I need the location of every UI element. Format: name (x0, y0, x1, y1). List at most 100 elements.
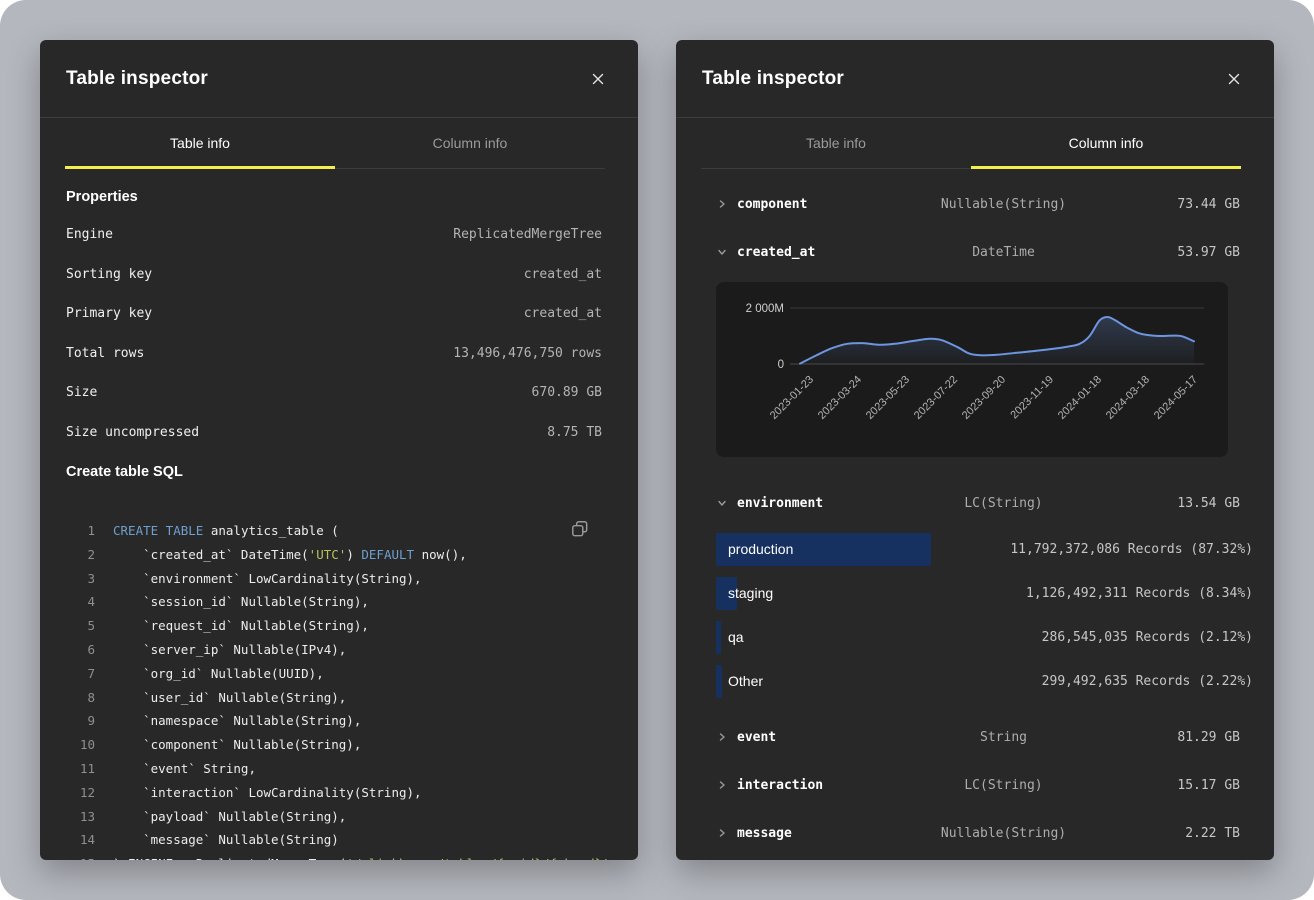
value-bar (716, 620, 722, 654)
modal-title: Table inspector (66, 67, 209, 89)
tab-table-info[interactable]: Table info (65, 118, 335, 169)
line-number: 14 (79, 832, 95, 848)
property-row: Total rows 13,496,476,750 rows (66, 334, 602, 374)
close-icon (1228, 73, 1240, 84)
sql-text: CREATE TABLE analytics_table ( (113, 523, 339, 538)
property-value: 670.89 GB (531, 385, 602, 401)
svg-text:2024-05-17: 2024-05-17 (1152, 374, 1200, 422)
line-number: 3 (87, 570, 95, 586)
sql-text: `session_id` Nullable(String), (113, 594, 369, 610)
create-table-sql-heading: Create table SQL (66, 464, 183, 480)
sql-line: 7 `org_id` Nullable(UUID), (66, 662, 608, 686)
copy-sql-button[interactable] (568, 517, 592, 541)
property-label: Engine (66, 227, 113, 243)
column-name: created_at (737, 244, 816, 260)
column-row-message[interactable]: message Nullable(String) 2.22 TB (676, 809, 1274, 857)
value-records: 299,492,635 Records (2.22%) (1041, 673, 1253, 689)
line-number: 1 (87, 523, 95, 538)
chevron-right-icon (717, 780, 737, 790)
value-distribution-row: qa 286,545,035 Records (2.12%) (716, 615, 1253, 659)
close-button[interactable] (1223, 68, 1245, 90)
column-list: component Nullable(String) 73.44 GB created… (676, 180, 1274, 857)
sql-lines: 1 CREATE TABLE analytics_table ( 2 `create… (66, 519, 617, 860)
value-label: production (728, 541, 794, 557)
column-name: message (737, 825, 792, 841)
svg-text:2023-07-22: 2023-07-22 (912, 374, 960, 422)
column-type: LC(String) (964, 777, 1043, 793)
tab-table-info[interactable]: Table info (701, 118, 971, 168)
value-distribution-row: staging 1,126,492,311 Records (8.34%) (716, 571, 1253, 615)
property-label: Primary key (66, 306, 153, 322)
sql-text: `interaction` LowCardinality(String), (113, 784, 422, 800)
line-number: 8 (87, 689, 95, 705)
value-label: staging (728, 585, 774, 601)
modal-header: Table inspector (40, 40, 638, 118)
column-row-created_at[interactable]: created_at DateTime 53.97 GB (676, 228, 1274, 276)
column-row-environment[interactable]: environment LC(String) 13.54 GB (676, 479, 1274, 527)
column-type: String (980, 729, 1027, 745)
value-records: 286,545,035 Records (2.12%) (1041, 629, 1253, 645)
svg-text:2 000M: 2 000M (746, 303, 784, 315)
sql-text: `event` String, (113, 760, 256, 776)
svg-text:2023-03-24: 2023-03-24 (816, 374, 864, 422)
line-number: 5 (87, 618, 95, 634)
line-number: 2 (87, 546, 95, 562)
line-number: 15 (66, 852, 95, 860)
column-row-event[interactable]: event String 81.29 GB (676, 713, 1274, 761)
tabbar: Table info Column info (701, 118, 1241, 169)
sql-line: 4 `session_id` Nullable(String), (66, 590, 608, 614)
property-label: Size uncompressed (66, 424, 200, 440)
svg-text:2024-03-18: 2024-03-18 (1104, 374, 1152, 422)
close-icon (592, 73, 604, 84)
column-type: Nullable(String) (940, 196, 1067, 212)
sql-line: 6 `server_ip` Nullable(IPv4), (66, 638, 608, 662)
property-row: Primary key created_at (66, 294, 602, 334)
column-name: component (737, 196, 808, 212)
sql-line: 12 `interaction` LowCardinality(String), (66, 781, 608, 805)
column-row-component[interactable]: component Nullable(String) 73.44 GB (676, 180, 1274, 228)
sql-text: ) ENGINE = ReplicatedMergeTree('/clickho… (113, 852, 617, 860)
column-size: 2.22 TB (1185, 825, 1240, 841)
chevron-right-icon (717, 199, 737, 209)
svg-text:0: 0 (778, 359, 784, 371)
column-row-interaction[interactable]: interaction LC(String) 15.17 GB (676, 761, 1274, 809)
sql-line: 15 ) ENGINE = ReplicatedMergeTree('/click… (66, 852, 617, 860)
column-size: 13.54 GB (1177, 495, 1240, 511)
sql-line: 1 CREATE TABLE analytics_table ( (66, 519, 608, 543)
column-size: 73.44 GB (1177, 196, 1240, 212)
line-number: 10 (79, 737, 95, 753)
property-value: 8.75 TB (547, 424, 602, 440)
sql-line: 5 `request_id` Nullable(String), (66, 614, 608, 638)
column-name: interaction (737, 777, 824, 793)
sql-line: 2 `created_at` DateTime('UTC') DEFAULT n… (66, 543, 608, 567)
sql-text: `message` Nullable(String) (113, 832, 339, 848)
sql-text: `created_at` DateTime('UTC') DEFAULT now… (113, 546, 467, 562)
value-bar (716, 664, 722, 698)
value-records: 11,792,372,086 Records (87.32%) (1010, 541, 1253, 557)
sql-text: `org_id` Nullable(UUID), (113, 665, 324, 681)
column-size: 81.29 GB (1177, 729, 1240, 745)
table-inspector-modal-column-info: Table inspector Table info Column info co… (676, 40, 1274, 860)
modal-header: Table inspector (676, 40, 1274, 118)
sql-line: 14 `message` Nullable(String) (66, 828, 608, 852)
line-number: 7 (87, 665, 95, 681)
tab-column-info[interactable]: Column info (335, 118, 605, 168)
value-bar (716, 576, 737, 610)
sql-line: 3 `environment` LowCardinality(String), (66, 567, 608, 591)
column-size: 53.97 GB (1177, 244, 1240, 260)
tab-column-info[interactable]: Column info (971, 118, 1241, 169)
properties-list: Engine ReplicatedMergeTree Sorting key crea… (40, 215, 638, 452)
chevron-right-icon (717, 732, 737, 742)
sql-line: 10 `component` Nullable(String), (66, 733, 608, 757)
property-value: created_at (523, 306, 602, 322)
svg-text:2023-01-23: 2023-01-23 (768, 374, 816, 422)
column-name: environment (737, 495, 824, 511)
modal-title: Table inspector (702, 67, 845, 89)
sql-line: 11 `event` String, (66, 757, 608, 781)
close-button[interactable] (587, 68, 609, 90)
svg-text:2024-01-18: 2024-01-18 (1056, 374, 1104, 422)
column-size: 15.17 GB (1177, 777, 1240, 793)
value-distribution-row: Other 299,492,635 Records (2.22%) (716, 659, 1253, 703)
sql-text: `component` Nullable(String), (113, 737, 362, 753)
